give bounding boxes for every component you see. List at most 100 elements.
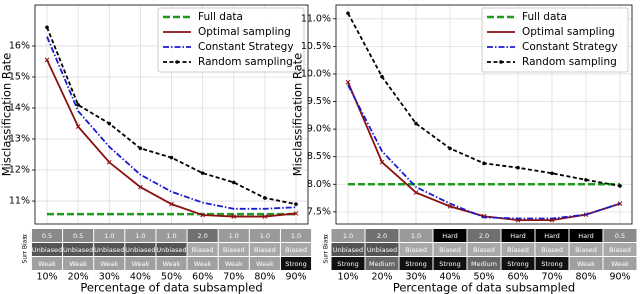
y-tick-label: 15% — [9, 71, 30, 82]
marker — [169, 155, 174, 160]
table-cell-text: 1.0 — [260, 232, 270, 240]
table-cell — [399, 229, 433, 242]
table-cell-text: Weak — [225, 260, 243, 268]
table-cell — [187, 257, 218, 270]
x-tick-label: 20% — [371, 272, 392, 283]
legend-label: Full data — [198, 11, 243, 23]
table-cell-text: Strong — [285, 260, 306, 268]
table-cell-text: Hard — [578, 232, 594, 240]
y-axis-label: Misclassification Rate — [0, 53, 14, 177]
x-tick-label: 50% — [473, 272, 494, 283]
x-tick-label: 80% — [575, 272, 596, 283]
y-tick-label: 14% — [9, 102, 30, 113]
x-tick-label: 40% — [439, 272, 460, 283]
table-cell-text: Weak — [577, 260, 595, 268]
table-cell-text: 2.0 — [197, 232, 207, 240]
table-cell-text: Unbiased — [63, 246, 93, 254]
table-cell-text: Unbiased — [333, 246, 363, 254]
table-cell — [249, 243, 280, 256]
plot-frame — [34, 4, 309, 225]
y-axis-label: Misclassification Rate — [291, 53, 305, 177]
table-cell — [535, 243, 569, 256]
y-tick-label: 7.5% — [307, 206, 331, 217]
y-tick-label: 8.5% — [307, 151, 331, 162]
table-cell-text: Weak — [131, 260, 149, 268]
marker — [76, 103, 80, 107]
x-axis-label: Percentage of data subsampled — [80, 281, 262, 294]
table-row-label: Surr Bias — [22, 237, 29, 264]
marker — [413, 190, 419, 195]
series-line — [46, 36, 297, 210]
table-cell-text: Biased — [285, 246, 307, 254]
x-tick-label: 20% — [68, 272, 89, 283]
table-cell — [399, 243, 433, 256]
table-cell — [501, 257, 535, 270]
table-cell-text: Strong — [507, 260, 528, 268]
table-cell-text: Strong — [405, 260, 426, 268]
x-tick-label: 50% — [161, 272, 182, 283]
table-cell — [156, 243, 187, 256]
table-cell-text: Biased — [507, 246, 529, 254]
x-tick-label: 40% — [130, 272, 151, 283]
table-cell-text: Strong — [541, 260, 562, 268]
marker — [380, 74, 384, 79]
y-tick-label: 8.0% — [307, 179, 331, 190]
table-cell — [467, 229, 501, 242]
table-cell — [63, 257, 94, 270]
table-cell-text: Biased — [541, 246, 563, 254]
table-cell-text: 1.0 — [229, 232, 239, 240]
table-cell-text: 2.0 — [479, 232, 489, 240]
marker — [44, 57, 50, 63]
table-cell — [125, 257, 156, 270]
table-cell — [156, 257, 187, 270]
table-cell — [125, 229, 156, 242]
table-cell — [31, 243, 63, 256]
marker — [448, 146, 452, 151]
table-cell-text: Hard — [442, 232, 458, 240]
x-tick-label: 60% — [507, 272, 528, 283]
table-cell — [31, 257, 63, 270]
x-tick-label: 10% — [36, 272, 57, 283]
table-cell — [365, 243, 399, 256]
legend-box — [157, 7, 305, 73]
legend-label: Constant Strategy — [198, 41, 294, 53]
table-cell — [218, 229, 249, 242]
table-cell-text: 1.0 — [411, 232, 421, 240]
table-cell — [63, 229, 94, 242]
table-cell — [433, 229, 467, 242]
table-cell — [603, 257, 637, 270]
table-cell-text: Weak — [194, 260, 212, 268]
table-cell-text: Biased — [192, 246, 214, 254]
marker — [345, 79, 351, 85]
marker — [293, 211, 299, 216]
table-cell-text: Unbiased — [125, 246, 155, 254]
marker — [482, 161, 486, 166]
legend-label: Random sampling — [198, 56, 293, 68]
table-cell — [156, 229, 187, 242]
table-cell-text: 0.5 — [42, 232, 52, 240]
marker — [106, 159, 112, 165]
legend-label: Full data — [522, 11, 567, 23]
table-cell-text: Biased — [473, 246, 495, 254]
marker — [584, 178, 588, 182]
x-tick-label: 70% — [223, 272, 244, 283]
marker — [75, 124, 81, 129]
marker — [231, 180, 236, 185]
table-cell — [187, 229, 218, 242]
marker — [231, 214, 237, 219]
table-cell-text: Hard — [544, 232, 560, 240]
table-cell — [501, 229, 535, 242]
table-cell-text: Medium — [369, 260, 395, 268]
y-tick-label: 10.0% — [301, 68, 331, 79]
table-cell-text: Biased — [575, 246, 597, 254]
table-cell — [331, 229, 365, 242]
table-cell-text: 2.0 — [377, 232, 387, 240]
table-cell — [501, 243, 535, 256]
table-cell — [280, 257, 312, 270]
table-cell — [365, 229, 399, 242]
marker — [45, 25, 49, 30]
plot-frame — [335, 4, 633, 225]
table-cell — [218, 243, 249, 256]
table-cell — [94, 243, 125, 256]
table-row-label: Surr Bias — [323, 237, 330, 264]
